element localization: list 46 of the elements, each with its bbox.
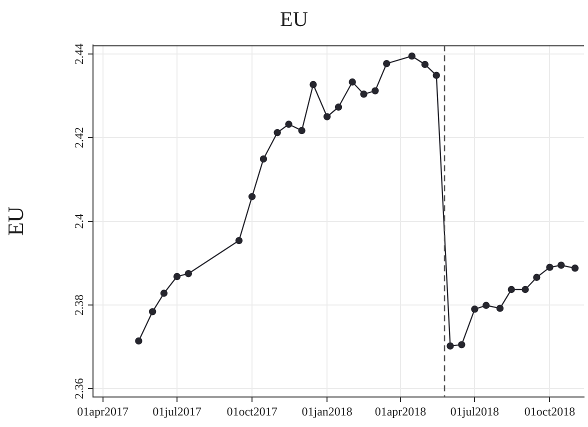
point — [508, 286, 516, 294]
point — [323, 113, 331, 120]
point — [458, 341, 466, 348]
x-tick-label: 01oct2017 — [226, 404, 278, 418]
point — [408, 52, 416, 60]
point — [471, 306, 478, 313]
point — [184, 270, 192, 278]
point — [285, 120, 292, 128]
y-tick-label: 2.4 — [72, 214, 86, 229]
point — [348, 78, 356, 86]
point — [482, 302, 490, 309]
x-tick-label: 01apr2018 — [374, 404, 426, 418]
point — [372, 87, 379, 94]
point — [496, 304, 504, 312]
y-axis-title: EU — [2, 206, 28, 236]
point — [558, 262, 565, 269]
point — [571, 264, 579, 272]
x-tick-label: 01apr2017 — [77, 404, 128, 418]
point — [360, 90, 368, 98]
point — [310, 80, 317, 88]
point — [248, 193, 256, 200]
y-tick-label: 2.36 — [72, 378, 86, 400]
x-tick-label: 01jul2017 — [152, 404, 202, 418]
point — [421, 60, 429, 68]
point — [383, 60, 390, 68]
point — [160, 290, 168, 297]
chart-title: EU — [280, 7, 308, 32]
x-tick-label: 01oct2018 — [524, 404, 576, 418]
point — [522, 286, 529, 294]
point — [260, 155, 268, 163]
point — [546, 264, 554, 271]
x-tick-label: 01jul2018 — [450, 404, 500, 418]
point — [235, 236, 243, 244]
point — [148, 308, 156, 316]
point — [446, 342, 454, 350]
point — [135, 337, 142, 345]
x-tick-label: 01jan2018 — [302, 404, 352, 418]
point — [274, 129, 281, 136]
point — [334, 104, 342, 111]
point — [298, 126, 306, 134]
y-tick-label: 2.44 — [72, 43, 86, 64]
y-tick-label: 2.42 — [72, 127, 86, 148]
point — [173, 272, 181, 280]
y-tick-label: 2.38 — [72, 294, 86, 316]
point — [432, 72, 440, 79]
point — [533, 274, 540, 281]
